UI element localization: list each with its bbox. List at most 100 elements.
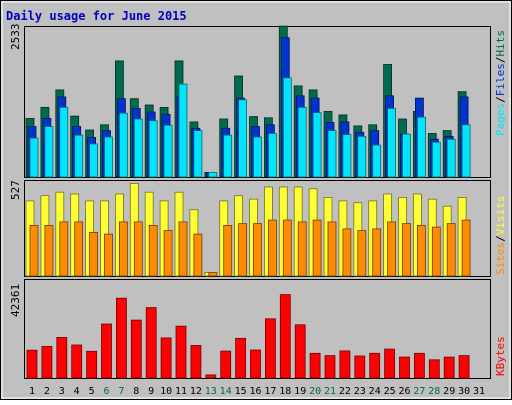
legend-kbytes: KBytes bbox=[494, 336, 507, 376]
sites-bar bbox=[238, 223, 248, 277]
pages-bar bbox=[59, 107, 69, 178]
day-label: 12 bbox=[190, 386, 202, 397]
day-label: 29 bbox=[443, 386, 455, 397]
kbytes-bar bbox=[294, 324, 306, 379]
pages-bar bbox=[148, 120, 158, 178]
chart-title: Daily usage for June 2015 bbox=[6, 9, 187, 23]
day-label: 15 bbox=[235, 386, 247, 397]
pages-bar bbox=[89, 143, 98, 178]
pages-bar bbox=[387, 108, 397, 178]
day-label: 6 bbox=[103, 386, 109, 397]
legend-separator: / bbox=[494, 235, 507, 242]
day-axis-labels: 1 2 3 4 5 6 7 8 9 10 11 12 13 14 15 16 17 18 19 20 21 22 23 24 2… bbox=[29, 386, 485, 397]
pages-bar bbox=[267, 133, 277, 178]
sites-bar bbox=[163, 230, 173, 277]
legend-visits: Visits bbox=[494, 196, 507, 236]
kbytes-bar bbox=[369, 352, 381, 379]
pages-bar bbox=[282, 77, 292, 178]
kbytes-bar bbox=[41, 345, 53, 379]
pages-bar bbox=[238, 99, 248, 178]
sites-bar bbox=[133, 221, 143, 277]
kbytes-bar bbox=[71, 344, 83, 379]
pages-bar bbox=[29, 137, 39, 178]
pages-bar bbox=[342, 134, 352, 178]
day-label: 2 bbox=[44, 386, 50, 397]
sites-bar bbox=[74, 221, 84, 277]
kbytes-bar bbox=[264, 318, 276, 379]
day-label: 31 bbox=[473, 386, 485, 397]
kbytes-bar bbox=[279, 294, 291, 379]
sites-bar bbox=[431, 226, 441, 277]
sites-bar bbox=[104, 233, 113, 277]
day-label: 5 bbox=[89, 386, 95, 397]
sites-bar bbox=[416, 224, 426, 277]
day-label: 20 bbox=[309, 386, 321, 397]
kbytes-bar bbox=[190, 345, 202, 379]
sites-bar bbox=[89, 231, 98, 277]
pages-bar bbox=[119, 112, 128, 178]
kbytes-bar bbox=[339, 350, 351, 379]
legend-separator: / bbox=[494, 57, 507, 64]
pages-bar bbox=[44, 126, 54, 178]
sites-bar bbox=[342, 228, 352, 277]
pages-bar bbox=[416, 116, 426, 178]
legend-separator: / bbox=[494, 96, 507, 103]
bar-layer bbox=[25, 25, 471, 379]
kbytes-bar bbox=[384, 348, 396, 379]
sites-bar bbox=[297, 221, 307, 277]
sites-bar bbox=[44, 224, 54, 277]
kbytes-bar bbox=[250, 349, 261, 379]
day-label: 26 bbox=[398, 386, 410, 397]
kbytes-bar bbox=[175, 325, 187, 379]
sites-bar bbox=[357, 230, 367, 277]
kbytes-bar bbox=[428, 359, 440, 379]
day-label: 21 bbox=[324, 386, 336, 397]
sites-bar bbox=[29, 224, 39, 277]
chart-bevel bbox=[1, 1, 511, 399]
day-label: 13 bbox=[205, 386, 217, 397]
kbytes-bar bbox=[145, 307, 157, 379]
kbytes-bar bbox=[309, 352, 321, 379]
pages-bar bbox=[178, 83, 188, 178]
visits-max-label: 527 bbox=[9, 180, 22, 200]
sites-bar bbox=[223, 224, 233, 277]
day-label: 23 bbox=[354, 386, 366, 397]
kbytes-max-label: 42361 bbox=[9, 284, 22, 317]
sites-bar bbox=[312, 219, 322, 277]
kbytes-bar bbox=[220, 350, 232, 379]
day-label: 24 bbox=[369, 386, 381, 397]
sites-bar bbox=[193, 233, 203, 277]
kbytes-bar bbox=[205, 374, 217, 379]
pages-bar bbox=[446, 138, 456, 178]
kbytes-bar bbox=[324, 355, 336, 379]
legend-pages-files-hits: Pages/Files/Hits bbox=[494, 30, 507, 136]
pages-bar bbox=[357, 135, 367, 178]
day-label: 19 bbox=[294, 386, 306, 397]
pages-bar bbox=[312, 112, 322, 178]
sites-bar bbox=[327, 221, 337, 277]
legend-pages: Pages bbox=[494, 103, 507, 136]
sites-bar bbox=[402, 223, 411, 277]
pages-bar bbox=[402, 133, 411, 178]
kbytes-bar bbox=[354, 355, 366, 379]
pages-bar bbox=[327, 130, 337, 178]
day-label: 14 bbox=[220, 386, 232, 397]
pages-bar bbox=[461, 124, 471, 178]
day-label: 28 bbox=[428, 386, 440, 397]
kbytes-bar bbox=[130, 319, 142, 379]
legend-files: Files bbox=[494, 63, 507, 96]
pages-bar bbox=[193, 130, 203, 178]
day-label: 27 bbox=[413, 386, 425, 397]
pages-bar bbox=[208, 171, 218, 178]
sites-bar bbox=[253, 223, 262, 277]
day-label: 17 bbox=[264, 386, 276, 397]
kbytes-bar bbox=[56, 336, 68, 379]
sites-bar bbox=[148, 224, 158, 277]
pages-bar bbox=[372, 144, 382, 178]
kbytes-bar bbox=[413, 352, 425, 379]
kbytes-bar bbox=[101, 323, 112, 379]
pages-bar bbox=[431, 141, 441, 178]
legend-sites: Sites bbox=[494, 242, 507, 275]
